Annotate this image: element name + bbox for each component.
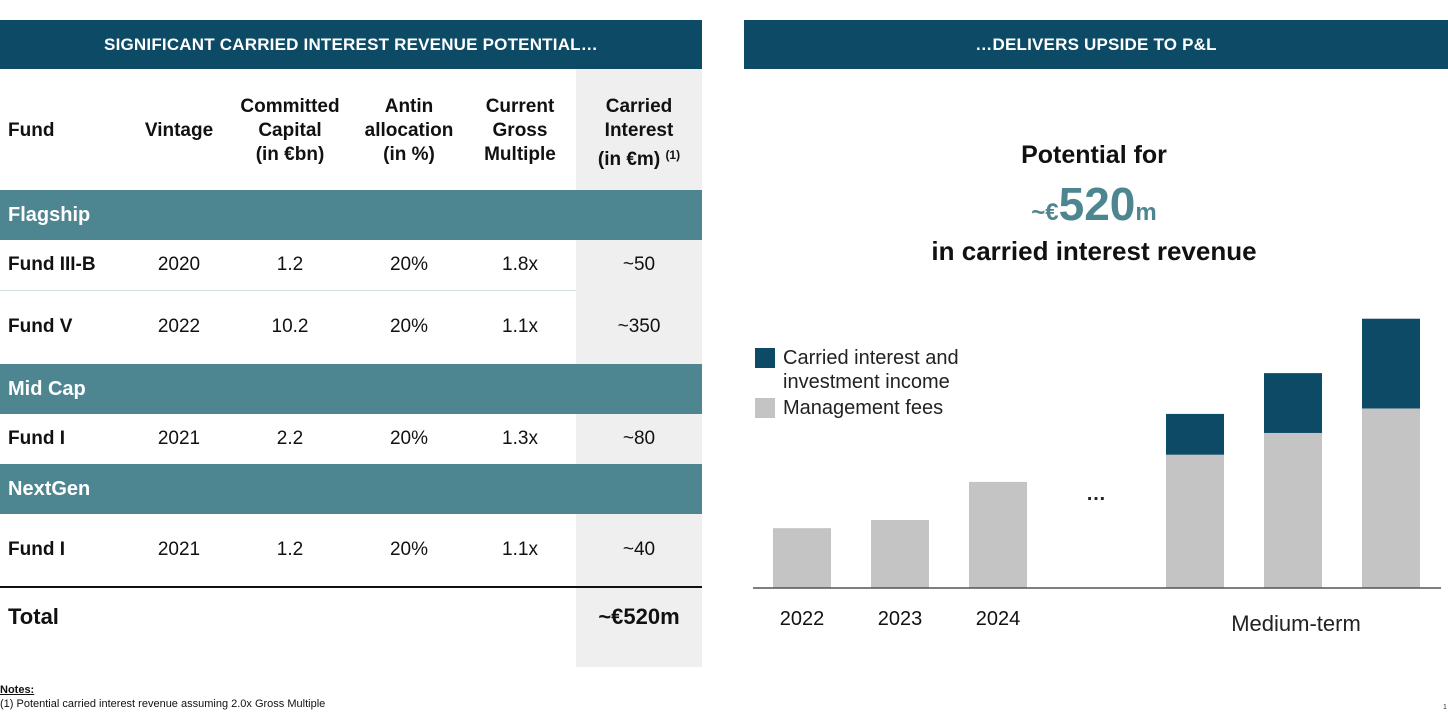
headline-number: 520 [1058, 178, 1136, 230]
cell-antin: 20% [389, 254, 429, 275]
headline-line1: Potential for [1021, 141, 1167, 169]
bar-management-fees-5 [1362, 408, 1420, 588]
legend-label-carried: Carried interest and investment income [783, 347, 959, 393]
bar-management-fees-1 [871, 520, 929, 588]
legend-swatch-carried [755, 348, 775, 368]
header-antin-line: Antin [384, 96, 434, 117]
header-gross-multiple: Current Gross Multiple [468, 95, 572, 167]
note-item: (1) Potential carried interest revenue a… [0, 698, 326, 710]
header-committed-line: (in €bn) [255, 144, 325, 165]
bar-management-fees-2 [969, 481, 1027, 588]
cell-carried: ~50 [622, 254, 656, 275]
header-gross-line: Current [485, 96, 555, 117]
header-committed-line: Committed [240, 96, 340, 117]
legend-item-carried: Carried interest and investment income [755, 346, 993, 394]
cell-fund: Fund I [8, 428, 65, 449]
cell-gross: 1.1x [502, 316, 538, 337]
header-carried-line: Carried [605, 96, 673, 117]
cell-carried: ~350 [617, 316, 661, 337]
cell-antin: 20% [389, 428, 429, 449]
group-mid-cap: Mid Cap [0, 364, 702, 414]
headline-suffix: m [1135, 199, 1157, 226]
notes: Notes: (1) Potential carried interest re… [0, 683, 325, 711]
cell-fund: Fund V [8, 316, 73, 337]
cell-fund: Fund I [8, 539, 65, 560]
page-number: 1 [1443, 704, 1447, 711]
header-gross-line: Gross [492, 120, 548, 141]
legend-swatch-management [755, 398, 775, 418]
bar-carried-interest-4 [1264, 373, 1322, 433]
group-nextgen: NextGen [0, 464, 702, 514]
cell-committed: 10.2 [271, 316, 309, 337]
legend-label-management: Management fees [783, 397, 944, 419]
notes-title: Notes: [0, 684, 35, 696]
cell-vintage: 2022 [157, 316, 201, 337]
header-gross-line: Multiple [484, 144, 556, 165]
cell-antin: 20% [389, 316, 429, 337]
cell-committed: 1.2 [276, 254, 304, 275]
header-committed-line: Capital [258, 120, 322, 141]
x-tick-label-2024: 2024 [976, 608, 1021, 630]
header-carried-interest: Carried Interest (in €m) (1) [576, 95, 702, 172]
cell-gross: 1.8x [502, 254, 538, 275]
cell-carried: ~80 [622, 428, 656, 449]
bar-management-fees-4 [1264, 432, 1322, 588]
left-section-header: SIGNIFICANT CARRIED INTEREST REVENUE POT… [0, 20, 702, 69]
headline-line3: in carried interest revenue [931, 236, 1257, 266]
header-carried-line: Interest [604, 120, 674, 141]
footnote-marker: (1) [665, 148, 681, 162]
table-row: Fund I 2021 1.2 20% 1.1x ~40 [0, 514, 702, 586]
cell-fund: Fund III-B [8, 254, 96, 275]
group-flagship: Flagship [0, 190, 702, 240]
x-tick-label-2022: 2022 [780, 608, 825, 630]
legend-item-management-fees: Management fees [755, 396, 943, 420]
chart-ellipsis: … [1086, 483, 1106, 505]
cell-committed: 2.2 [276, 428, 304, 449]
header-committed-capital: Committed Capital (in €bn) [228, 95, 352, 167]
cell-carried: ~40 [622, 539, 656, 560]
cell-gross: 1.3x [502, 428, 538, 449]
cell-gross: 1.1x [502, 539, 538, 560]
header-antin-line: (in %) [383, 144, 435, 165]
header-antin-line: allocation [364, 120, 454, 141]
cell-vintage: 2020 [157, 254, 201, 275]
cell-vintage: 2021 [157, 428, 201, 449]
x-tick-label-2023: 2023 [878, 608, 923, 630]
header-fund: Fund [8, 120, 55, 141]
cell-vintage: 2021 [157, 539, 201, 560]
medium-term-label: Medium-term [1231, 611, 1361, 636]
bar-carried-interest-3 [1166, 413, 1224, 455]
table-row: Fund I 2021 2.2 20% 1.3x ~80 [0, 414, 702, 464]
table-row: Fund III-B 2020 1.2 20% 1.8x ~50 [0, 240, 702, 290]
header-antin-allocation: Antin allocation (in %) [352, 95, 466, 167]
total-label: Total [8, 604, 59, 629]
header-vintage: Vintage [144, 120, 214, 141]
cell-antin: 20% [389, 539, 429, 560]
header-carried-text: (in €m) [597, 149, 661, 170]
right-section-header: …DELIVERS UPSIDE TO P&L [744, 20, 1448, 69]
bar-management-fees-0 [773, 528, 831, 588]
row-divider [0, 290, 576, 291]
headline-prefix: ~€ [1031, 199, 1059, 226]
revenue-stacked-bar-chart: 2022 2023 2024 … Medium-term [753, 318, 1441, 636]
table-row: Fund V 2022 10.2 20% 1.1x ~350 [0, 291, 702, 363]
header-carried-line: (in €m) (1) [576, 143, 702, 172]
headline-value: ~€520m [744, 178, 1444, 239]
bar-management-fees-3 [1166, 454, 1224, 588]
cell-committed: 1.2 [276, 539, 304, 560]
total-divider [0, 586, 702, 588]
total-value: ~€520m [598, 604, 680, 629]
bar-carried-interest-5 [1362, 318, 1420, 409]
